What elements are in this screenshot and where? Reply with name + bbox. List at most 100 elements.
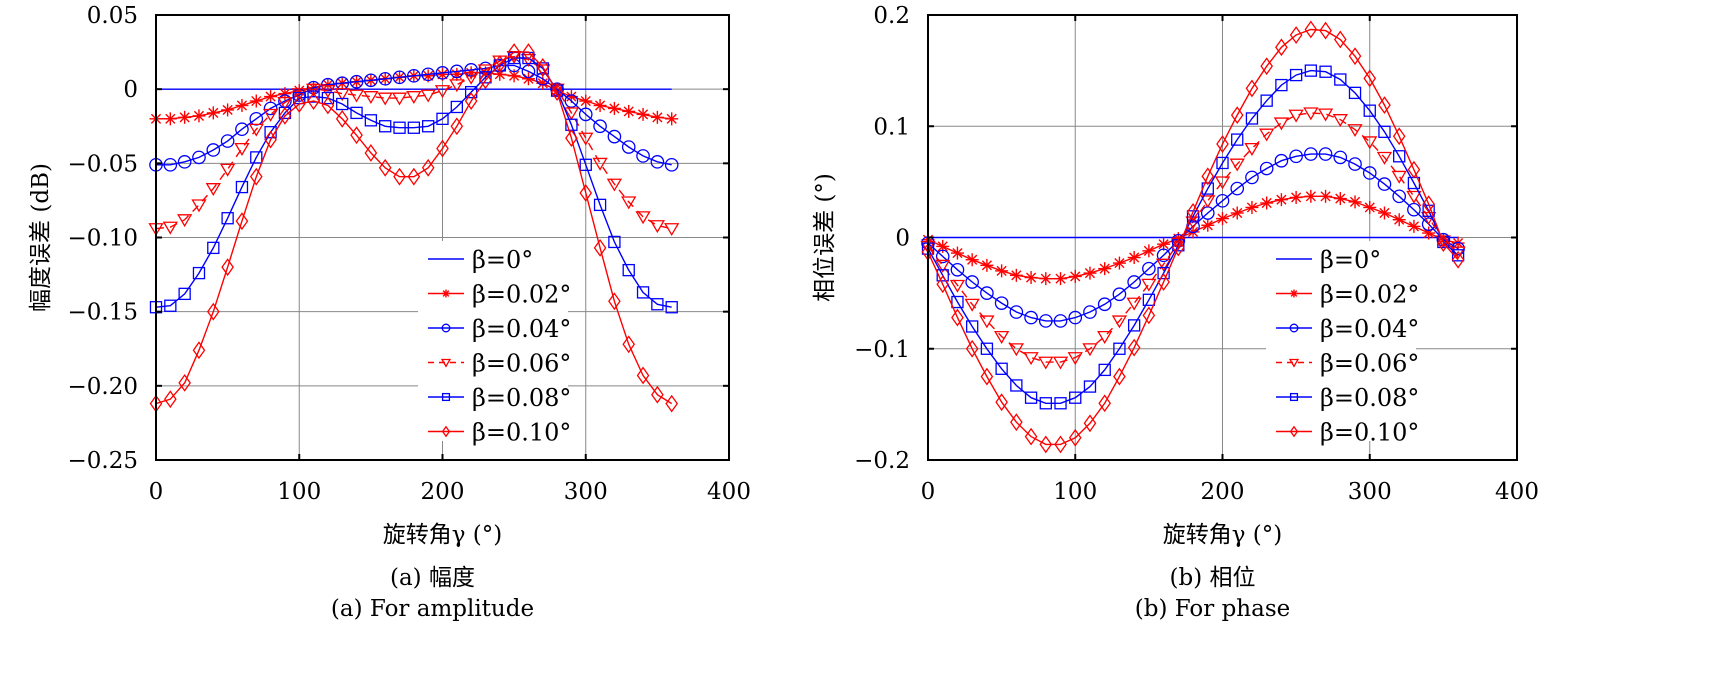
series-line bbox=[155, 57, 672, 308]
data-point-circle bbox=[1289, 149, 1303, 164]
data-point-square bbox=[221, 212, 234, 225]
data-point-circle bbox=[578, 107, 593, 122]
series-line bbox=[927, 69, 1459, 404]
data-point-circle bbox=[192, 150, 206, 165]
data-point-square bbox=[1348, 86, 1362, 100]
data-point-star bbox=[950, 246, 964, 260]
data-point-square bbox=[1054, 397, 1067, 410]
data-point-square bbox=[593, 198, 607, 212]
data-point-diamond bbox=[464, 92, 478, 110]
data-point-star bbox=[650, 110, 664, 124]
data-point-diamond bbox=[1392, 127, 1406, 146]
data-point-square bbox=[1363, 104, 1376, 117]
data-point-star bbox=[1289, 190, 1303, 204]
data-point-circle bbox=[235, 122, 249, 137]
data-point-square bbox=[1393, 150, 1406, 163]
x-tick-label: 400 bbox=[707, 479, 751, 505]
series-line bbox=[156, 64, 672, 166]
y-axis-label: 幅度误差 (dB) bbox=[28, 163, 54, 312]
x-tick-label: 300 bbox=[1348, 479, 1392, 505]
data-point-triangle-down bbox=[440, 358, 452, 368]
data-point-square bbox=[1157, 266, 1170, 280]
data-point-star bbox=[450, 67, 464, 81]
data-point-triangle-down bbox=[191, 199, 207, 213]
data-point-circle bbox=[441, 323, 451, 333]
data-point-triangle-down bbox=[420, 89, 436, 103]
data-point-triangle-down bbox=[1097, 330, 1113, 344]
data-point-square bbox=[421, 120, 435, 133]
data-point-diamond bbox=[206, 302, 220, 321]
data-point-triangle-down bbox=[291, 88, 307, 102]
data-point-circle bbox=[1289, 323, 1299, 333]
data-point-star bbox=[936, 239, 950, 253]
data-point-triangle-down bbox=[1303, 107, 1319, 121]
data-point-square bbox=[321, 91, 335, 105]
data-point-diamond bbox=[622, 335, 636, 354]
data-point-circle bbox=[1009, 305, 1024, 319]
data-point-triangle-down bbox=[262, 108, 279, 122]
data-point-star bbox=[1127, 251, 1141, 265]
data-point-square bbox=[1142, 293, 1156, 306]
data-point-triangle-down bbox=[177, 214, 193, 228]
legend: β=0° β=0.02° β=0.04° β=0.06° β=0.08° β=0.10° bbox=[1266, 241, 1419, 447]
data-point-diamond bbox=[951, 308, 964, 327]
data-point-star bbox=[521, 72, 535, 86]
data-point-triangle-down bbox=[1200, 195, 1216, 209]
data-point-square bbox=[1127, 319, 1141, 332]
data-point-triangle-down bbox=[935, 259, 951, 273]
data-point-diamond bbox=[264, 130, 277, 149]
data-point-circle bbox=[335, 76, 350, 91]
data-point-diamond bbox=[1289, 425, 1299, 438]
data-point-star bbox=[1333, 192, 1347, 206]
data-point-star bbox=[1377, 206, 1391, 220]
data-point-star bbox=[1348, 195, 1362, 209]
x-tick-label: 100 bbox=[1053, 479, 1097, 505]
data-point-triangle-down bbox=[1317, 108, 1334, 122]
data-point-diamond bbox=[651, 385, 664, 404]
data-point-circle bbox=[1245, 170, 1259, 185]
y-tick-label: −0.25 bbox=[68, 448, 138, 474]
data-point-diamond bbox=[1054, 435, 1067, 454]
data-point-square bbox=[995, 362, 1008, 375]
data-point-triangle-down bbox=[993, 330, 1010, 344]
data-point-circle bbox=[435, 66, 450, 80]
data-point-circle bbox=[1097, 297, 1112, 312]
data-point-square bbox=[1069, 391, 1082, 404]
data-point-diamond bbox=[1068, 428, 1082, 447]
data-point-star bbox=[1216, 212, 1229, 226]
data-point-circle bbox=[1112, 287, 1127, 302]
data-point-star bbox=[1009, 268, 1023, 282]
data-point-diamond bbox=[450, 117, 464, 136]
x-tick-label: 200 bbox=[1201, 479, 1245, 505]
data-point-diamond bbox=[278, 106, 292, 125]
data-point-triangle-down bbox=[1259, 128, 1275, 142]
data-point-diamond bbox=[1260, 57, 1273, 76]
data-point-diamond bbox=[1363, 69, 1377, 88]
data-point-square bbox=[1245, 112, 1259, 125]
data-point-diamond bbox=[378, 158, 392, 177]
data-point-triangle-down bbox=[1376, 151, 1393, 165]
data-point-square bbox=[350, 106, 363, 120]
data-point-circle bbox=[650, 155, 665, 169]
data-point-triangle-down bbox=[205, 183, 221, 197]
data-point-diamond bbox=[178, 373, 191, 392]
data-point-diamond bbox=[1113, 367, 1126, 386]
data-point-star bbox=[622, 104, 636, 118]
data-point-circle bbox=[1038, 314, 1053, 328]
data-point-square bbox=[1378, 125, 1391, 138]
data-point-star bbox=[980, 258, 994, 272]
data-point-triangle-down bbox=[1082, 343, 1098, 357]
data-point-triangle-down bbox=[979, 315, 995, 329]
data-point-diamond bbox=[393, 167, 406, 186]
y-tick-label: −0.2 bbox=[854, 448, 910, 474]
data-point-circle bbox=[1259, 161, 1274, 176]
data-point-star bbox=[1392, 213, 1406, 227]
data-point-star bbox=[1363, 200, 1377, 214]
data-point-square bbox=[436, 112, 449, 126]
x-tick-label: 100 bbox=[277, 479, 321, 505]
data-point-square bbox=[1113, 342, 1126, 355]
legend-background bbox=[418, 241, 568, 441]
data-point-triangle-down bbox=[649, 220, 666, 234]
data-point-diamond bbox=[479, 71, 492, 90]
data-point-triangle-down bbox=[1126, 297, 1142, 311]
